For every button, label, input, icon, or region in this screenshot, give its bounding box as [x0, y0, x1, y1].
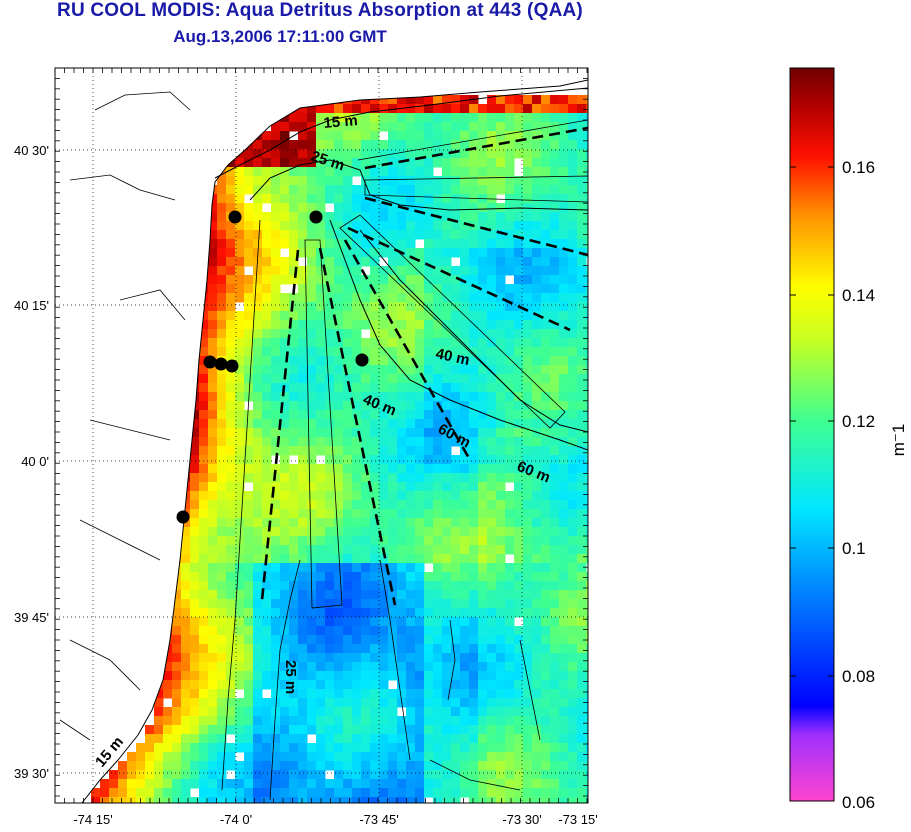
colorbar-tick-label: 0.06 — [842, 793, 875, 812]
lat-tick-label: 40 30' — [14, 143, 49, 158]
lon-tick-label: -73 15' — [558, 812, 597, 827]
colorbar-tick-label: 0.1 — [842, 539, 866, 558]
lat-tick-label: 39 45' — [14, 610, 49, 625]
transect-box-north — [364, 175, 588, 203]
dashed-transects — [260, 126, 588, 606]
station-markers — [176, 210, 369, 524]
transect-box-shelf — [304, 239, 343, 609]
transect-line-upper — [357, 119, 588, 161]
map-title: RU COOL MODIS: Aqua Detritus Absorption … — [57, 0, 583, 21]
lon-tick-label: -74 15' — [73, 812, 112, 827]
map-grid — [55, 68, 588, 803]
lon-tick-label: -73 45' — [359, 812, 398, 827]
contour-shelf — [221, 219, 541, 801]
colorbar-tick-label: 0.12 — [842, 412, 875, 431]
colorbar-tick-label: 0.08 — [842, 667, 875, 686]
lat-tick-label: 40 15' — [14, 298, 49, 313]
station-marker — [355, 353, 369, 367]
contour-40m — [329, 219, 588, 451]
land-mass — [55, 68, 588, 803]
frame-ticks — [54, 67, 588, 803]
station-marker — [203, 355, 217, 369]
lon-tick-label: -74 0' — [220, 812, 252, 827]
colorbar — [789, 67, 835, 802]
depth-label: 40 m — [434, 345, 471, 369]
inland-contour — [59, 91, 191, 741]
colorbar-tick-label: 0.16 — [842, 158, 875, 177]
station-marker — [214, 357, 228, 371]
map-subtitle: Aug.13,2006 17:11:00 GMT — [173, 27, 387, 46]
station-marker — [309, 210, 323, 224]
station-marker — [228, 210, 242, 224]
lon-tick-label: -73 30' — [502, 812, 541, 827]
station-marker — [176, 510, 190, 524]
absorption-pixels — [91, 68, 588, 803]
contour-60m — [359, 229, 588, 433]
lat-tick-label: 40 0' — [21, 454, 49, 469]
colorbar-unit: m⁻1 — [889, 424, 908, 457]
station-marker — [225, 359, 239, 373]
transect-box-hudson — [339, 214, 566, 429]
colorbar-tick-label: 0.14 — [842, 286, 875, 305]
contour-15m — [214, 87, 588, 179]
lat-tick-label: 39 30' — [14, 766, 49, 781]
map-frame — [54, 67, 589, 804]
depth-label: 15 m — [323, 112, 359, 132]
map-plot-area: 15 m 25 m 40 m 40 m 60 m 60 m 25 m 15 m — [55, 68, 588, 803]
depth-label: 25 m — [282, 660, 299, 694]
